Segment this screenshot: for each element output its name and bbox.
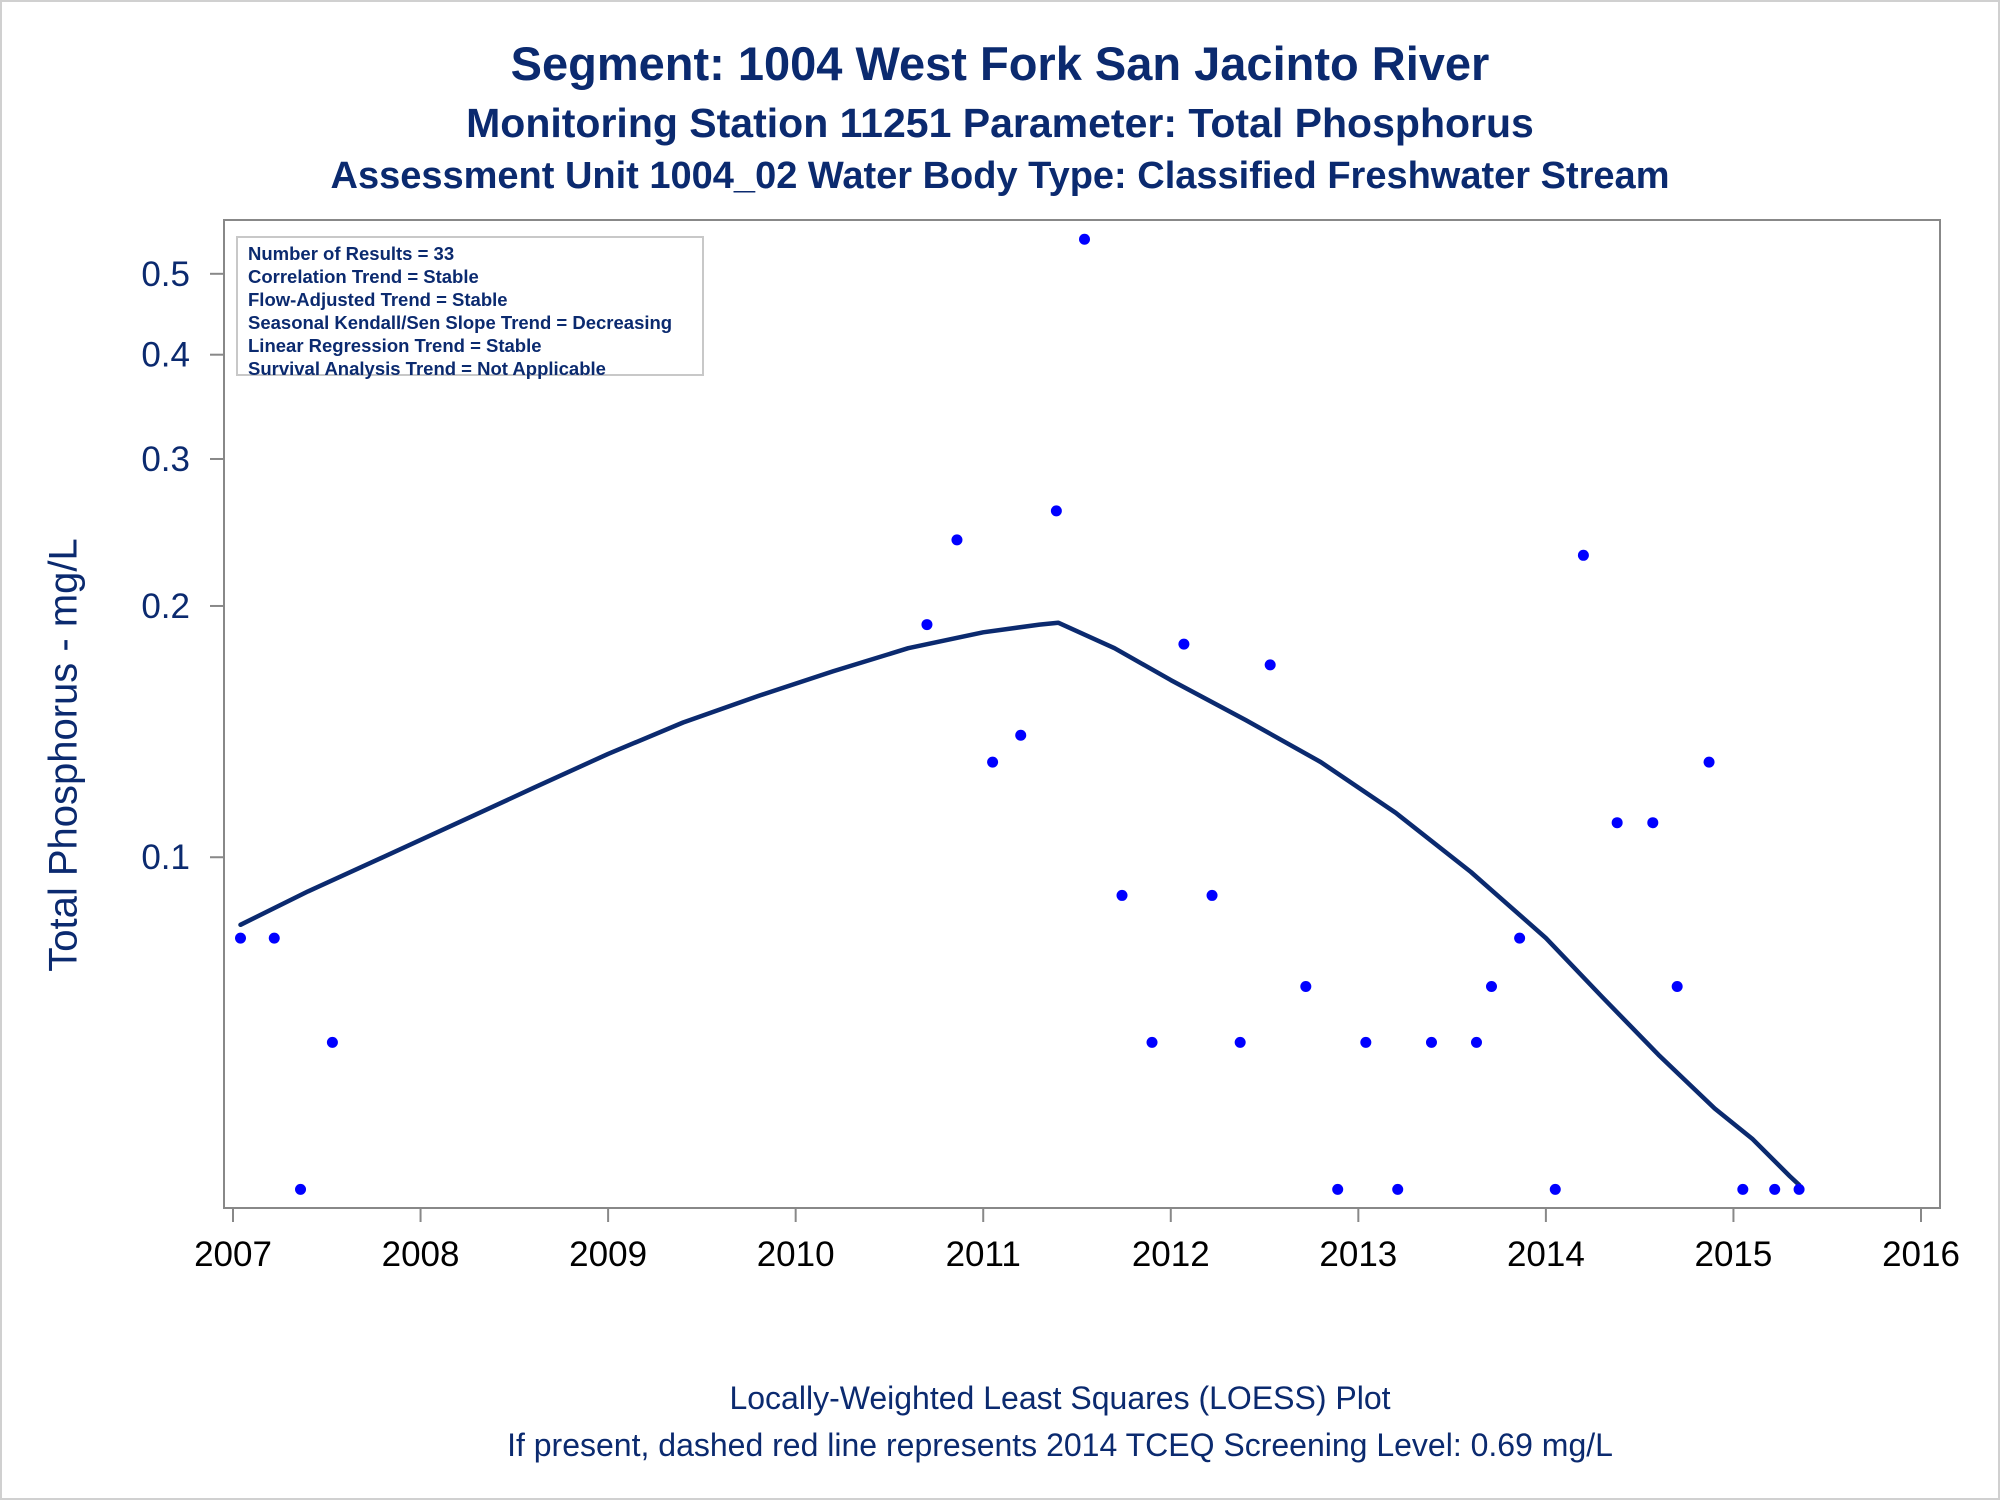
summary-seasonal-kendall-trend: Seasonal Kendall/Sen Slope Trend = Decre… bbox=[248, 312, 673, 333]
data-point bbox=[1264, 659, 1276, 671]
chart-subtitle-assessment: Assessment Unit 1004_02 Water Body Type:… bbox=[330, 155, 1670, 197]
data-point bbox=[1392, 1183, 1404, 1195]
x-tick-label: 2014 bbox=[1507, 1235, 1585, 1274]
x-tick-label: 2013 bbox=[1319, 1235, 1397, 1274]
y-tick-label: 0.3 bbox=[141, 440, 190, 479]
data-point bbox=[1206, 889, 1218, 901]
data-point bbox=[235, 932, 247, 944]
data-point bbox=[1360, 1036, 1372, 1048]
data-point bbox=[1671, 981, 1683, 993]
data-point bbox=[1234, 1036, 1246, 1048]
summary-linear-regression-trend: Linear Regression Trend = Stable bbox=[248, 335, 542, 356]
x-tick-label: 2011 bbox=[946, 1235, 1021, 1274]
y-tick-label: 0.4 bbox=[141, 336, 190, 375]
data-point bbox=[1577, 549, 1589, 561]
data-point bbox=[1332, 1183, 1344, 1195]
data-point bbox=[1146, 1036, 1158, 1048]
x-tick-label: 2009 bbox=[569, 1235, 647, 1274]
trend-summary-box: Number of Results = 33 Correlation Trend… bbox=[236, 236, 704, 379]
data-point bbox=[987, 756, 999, 768]
points-layer bbox=[235, 233, 1805, 1195]
x-tick-label: 2012 bbox=[1132, 1235, 1210, 1274]
summary-survival-analysis-trend: Survival Analysis Trend = Not Applicable bbox=[248, 358, 606, 379]
footnote-loess: Locally-Weighted Least Squares (LOESS) P… bbox=[729, 1380, 1391, 1416]
x-tick-label: 2008 bbox=[382, 1235, 460, 1274]
data-point bbox=[1470, 1036, 1482, 1048]
data-point bbox=[1793, 1183, 1805, 1195]
data-point bbox=[1079, 233, 1091, 245]
data-point bbox=[1703, 756, 1715, 768]
y-axis: 0.1 0.2 0.3 0.4 0.5 bbox=[141, 255, 224, 877]
data-point bbox=[1425, 1036, 1437, 1048]
data-point bbox=[1116, 889, 1128, 901]
data-point bbox=[326, 1036, 338, 1048]
x-tick-label: 2016 bbox=[1882, 1235, 1960, 1274]
y-tick-label: 0.2 bbox=[141, 587, 190, 626]
y-tick-label: 0.5 bbox=[141, 255, 190, 294]
summary-correlation-trend: Correlation Trend = Stable bbox=[248, 266, 479, 287]
loess-line bbox=[238, 620, 1802, 1188]
data-point bbox=[1647, 817, 1659, 829]
footnote-screening-level: If present, dashed red line represents 2… bbox=[507, 1427, 1613, 1463]
data-point bbox=[268, 932, 280, 944]
y-axis-label: Total Phosphorus - mg/L bbox=[41, 538, 86, 972]
chart-subtitle-station: Monitoring Station 11251 Parameter: Tota… bbox=[466, 100, 1534, 146]
x-axis: 2007 2008 2009 2010 2011 2012 2013 2014 2015 2016 bbox=[194, 1208, 1960, 1274]
data-point bbox=[1015, 729, 1027, 741]
chart-title: Segment: 1004 West Fork San Jacinto Rive… bbox=[510, 37, 1490, 90]
summary-flow-adjusted-trend: Flow-Adjusted Trend = Stable bbox=[248, 289, 508, 310]
x-tick-label: 2015 bbox=[1695, 1235, 1773, 1274]
data-point bbox=[1549, 1183, 1561, 1195]
data-point bbox=[951, 534, 963, 546]
data-point bbox=[295, 1183, 307, 1195]
y-tick-label: 0.1 bbox=[141, 838, 190, 877]
data-point bbox=[1485, 981, 1497, 993]
data-point bbox=[1769, 1183, 1781, 1195]
summary-number-of-results: Number of Results = 33 bbox=[248, 243, 455, 264]
data-point bbox=[1178, 638, 1190, 650]
data-point bbox=[921, 619, 933, 631]
data-point bbox=[1737, 1183, 1749, 1195]
data-point bbox=[1514, 932, 1526, 944]
data-point bbox=[1300, 981, 1312, 993]
x-tick-label: 2010 bbox=[757, 1235, 835, 1274]
data-point bbox=[1611, 817, 1623, 829]
loess-layer bbox=[238, 620, 1802, 1188]
plot-area bbox=[223, 219, 1941, 1209]
data-point bbox=[1050, 505, 1062, 517]
x-tick-label: 2007 bbox=[194, 1235, 272, 1274]
